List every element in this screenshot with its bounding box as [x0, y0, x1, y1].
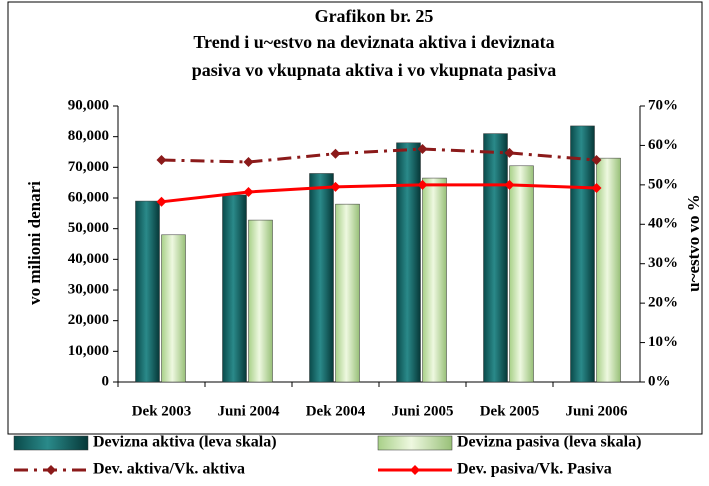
- y2-tick-label: 10%: [648, 334, 678, 350]
- y-axis-label: vo milioni denari: [25, 181, 44, 305]
- x-tick-label: Dek 2003: [132, 403, 192, 419]
- x-tick-label: Dek 2004: [306, 403, 366, 419]
- bar: [222, 194, 247, 383]
- marker: [417, 179, 428, 190]
- legend-label: Dev. aktiva/Vk. aktiva: [93, 461, 245, 478]
- bar: [335, 203, 360, 383]
- legend-swatch: [13, 435, 89, 451]
- marker: [591, 183, 602, 194]
- line: [161, 183, 597, 204]
- bar: [570, 125, 595, 383]
- marker: [410, 465, 420, 475]
- y2-tick-label: 50%: [648, 176, 678, 192]
- legend-label: Dev. pasiva/Vk. Pasiva: [457, 461, 612, 478]
- bar: [248, 219, 273, 383]
- y2-tick-label: 60%: [648, 137, 678, 153]
- y-tick-label: 70,000: [68, 159, 109, 175]
- marker: [156, 196, 167, 207]
- bar: [161, 234, 186, 383]
- marker: [46, 465, 56, 475]
- bar: [596, 157, 621, 383]
- y-tick-label: 20,000: [68, 312, 109, 328]
- y-tick-label: 80,000: [68, 128, 109, 144]
- x-tick-label: Juni 2004: [217, 403, 280, 419]
- y-tick-label: 0: [102, 373, 110, 389]
- chart-title: pasiva vo vkupnata aktiva i vo vkupnata …: [192, 60, 557, 80]
- y-tick-label: 50,000: [68, 220, 109, 236]
- y-tick-label: 40,000: [68, 251, 109, 267]
- bar: [135, 200, 160, 383]
- legend-swatch: [377, 435, 453, 451]
- y-tick-label: 10,000: [68, 343, 109, 359]
- chart-title: Trend i u~estvo na deviznata aktiva i de…: [193, 32, 554, 52]
- marker: [417, 143, 428, 154]
- y2-tick-label: 0%: [648, 373, 671, 389]
- y-tick-label: 60,000: [68, 189, 109, 205]
- marker: [591, 155, 602, 166]
- marker: [243, 156, 254, 167]
- bar: [396, 142, 421, 383]
- y2-axis-label: u~estvo vo %: [684, 194, 703, 292]
- marker: [330, 181, 341, 192]
- marker: [243, 186, 254, 197]
- y2-tick-label: 40%: [648, 216, 678, 232]
- y-tick-label: 90,000: [68, 97, 109, 113]
- chart-title: Grafikon br. 25: [315, 6, 434, 26]
- bar: [422, 177, 447, 383]
- x-tick-label: Juni 2005: [391, 403, 453, 419]
- y2-tick-label: 70%: [648, 97, 678, 113]
- y2-tick-label: 20%: [648, 295, 678, 311]
- marker: [156, 155, 167, 166]
- marker: [330, 148, 341, 159]
- x-tick-label: Juni 2006: [565, 403, 628, 419]
- bar: [483, 133, 508, 383]
- marker: [504, 147, 515, 158]
- legend-label: Devizna pasiva (leva skala): [457, 434, 641, 451]
- x-tick-label: Dek 2005: [480, 403, 540, 419]
- bar: [309, 173, 334, 383]
- y-tick-label: 30,000: [68, 281, 109, 297]
- legend-label: Devizna aktiva (leva skala): [93, 434, 277, 451]
- marker: [504, 179, 515, 190]
- bar: [509, 165, 534, 383]
- y2-tick-label: 30%: [648, 255, 678, 271]
